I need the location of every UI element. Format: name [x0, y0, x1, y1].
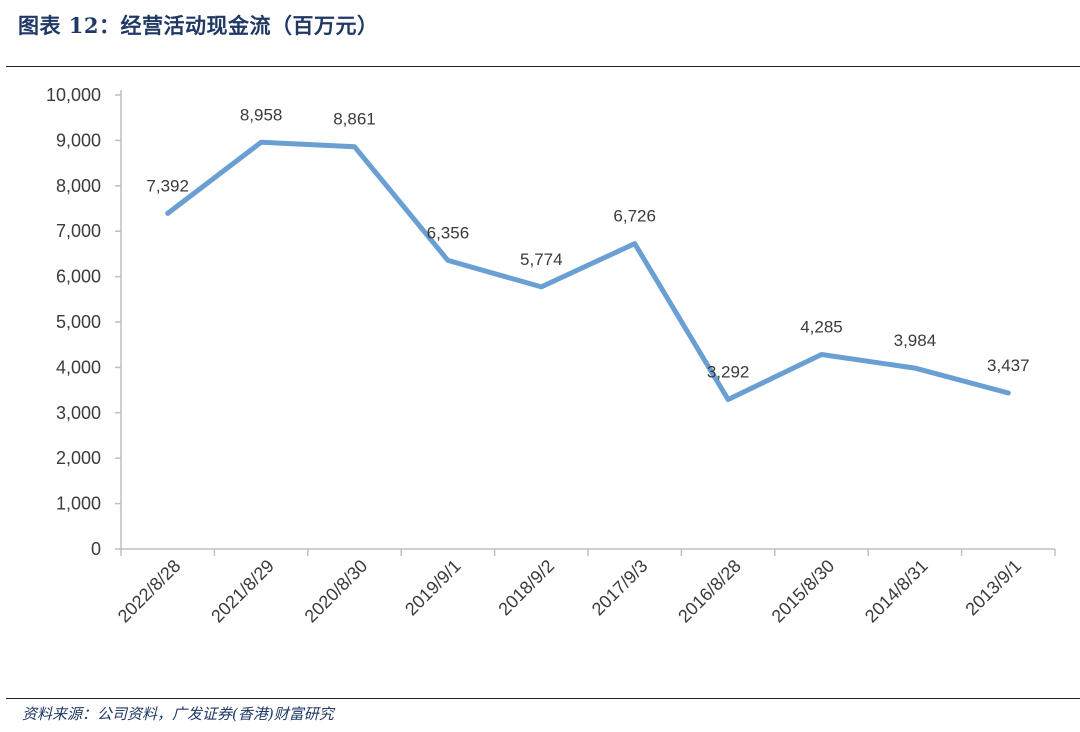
- x-tick-label: 2019/9/1: [401, 556, 465, 620]
- x-tick-label: 2021/8/29: [207, 556, 278, 627]
- source-note: 资料来源：公司资料，广发证券(香港)财富研究: [22, 705, 334, 723]
- y-tick-label: 2,000: [56, 448, 101, 468]
- data-label: 4,285: [800, 317, 843, 336]
- data-label: 8,958: [240, 105, 283, 124]
- data-label: 7,392: [146, 176, 189, 195]
- bottom-rule: [6, 698, 1080, 699]
- y-tick-label: 4,000: [56, 357, 101, 377]
- y-tick-label: 1,000: [56, 494, 101, 514]
- x-axis-ticks: 2022/8/28 2021/8/29 2020/8/30 2019/9/1 2018/…: [114, 549, 1056, 627]
- x-tick-label: 2014/8/31: [861, 556, 932, 627]
- data-label: 3,984: [894, 331, 937, 350]
- x-tick-label: 2017/9/3: [588, 556, 652, 620]
- data-label: 8,861: [333, 110, 376, 129]
- data-label: 6,356: [427, 223, 470, 242]
- x-tick-label: 2018/9/2: [494, 556, 558, 620]
- series-line: [165, 139, 1011, 402]
- x-tick-label: 2013/9/1: [961, 556, 1025, 620]
- y-tick-label: 9,000: [56, 130, 101, 150]
- y-tick-label: 5,000: [56, 312, 101, 332]
- y-tick-label: 7,000: [56, 221, 101, 241]
- x-tick-label: 2016/8/28: [674, 556, 745, 627]
- data-label: 5,774: [520, 250, 563, 269]
- x-tick-label: 2015/8/30: [768, 556, 839, 627]
- top-rule: [6, 66, 1080, 67]
- x-tick-label: 2022/8/28: [114, 556, 185, 627]
- data-label: 6,726: [613, 207, 656, 226]
- data-labels: 7,392 8,958 8,861 6,356 5,774 6,726 3,292 4,285…: [146, 105, 1029, 381]
- y-tick-label: 8,000: [56, 176, 101, 196]
- y-axis-ticks: 0 1,000 2,000 3,000 4,000 5,000 6,000 7,000 8,00…: [46, 85, 121, 559]
- x-tick-label: 2020/8/30: [301, 556, 372, 627]
- data-label: 3,437: [987, 356, 1030, 375]
- line-chart: 0 1,000 2,000 3,000 4,000 5,000 6,000 7,000 8,00…: [46, 85, 1056, 627]
- chart-title: 图表 12：经营活动现金流（百万元）: [18, 13, 379, 38]
- y-tick-label: 6,000: [56, 267, 101, 287]
- axes: [120, 90, 1055, 550]
- y-tick-label: 0: [91, 539, 101, 559]
- data-label: 3,292: [707, 363, 750, 382]
- y-tick-label: 3,000: [56, 403, 101, 423]
- y-tick-label: 10,000: [46, 85, 101, 105]
